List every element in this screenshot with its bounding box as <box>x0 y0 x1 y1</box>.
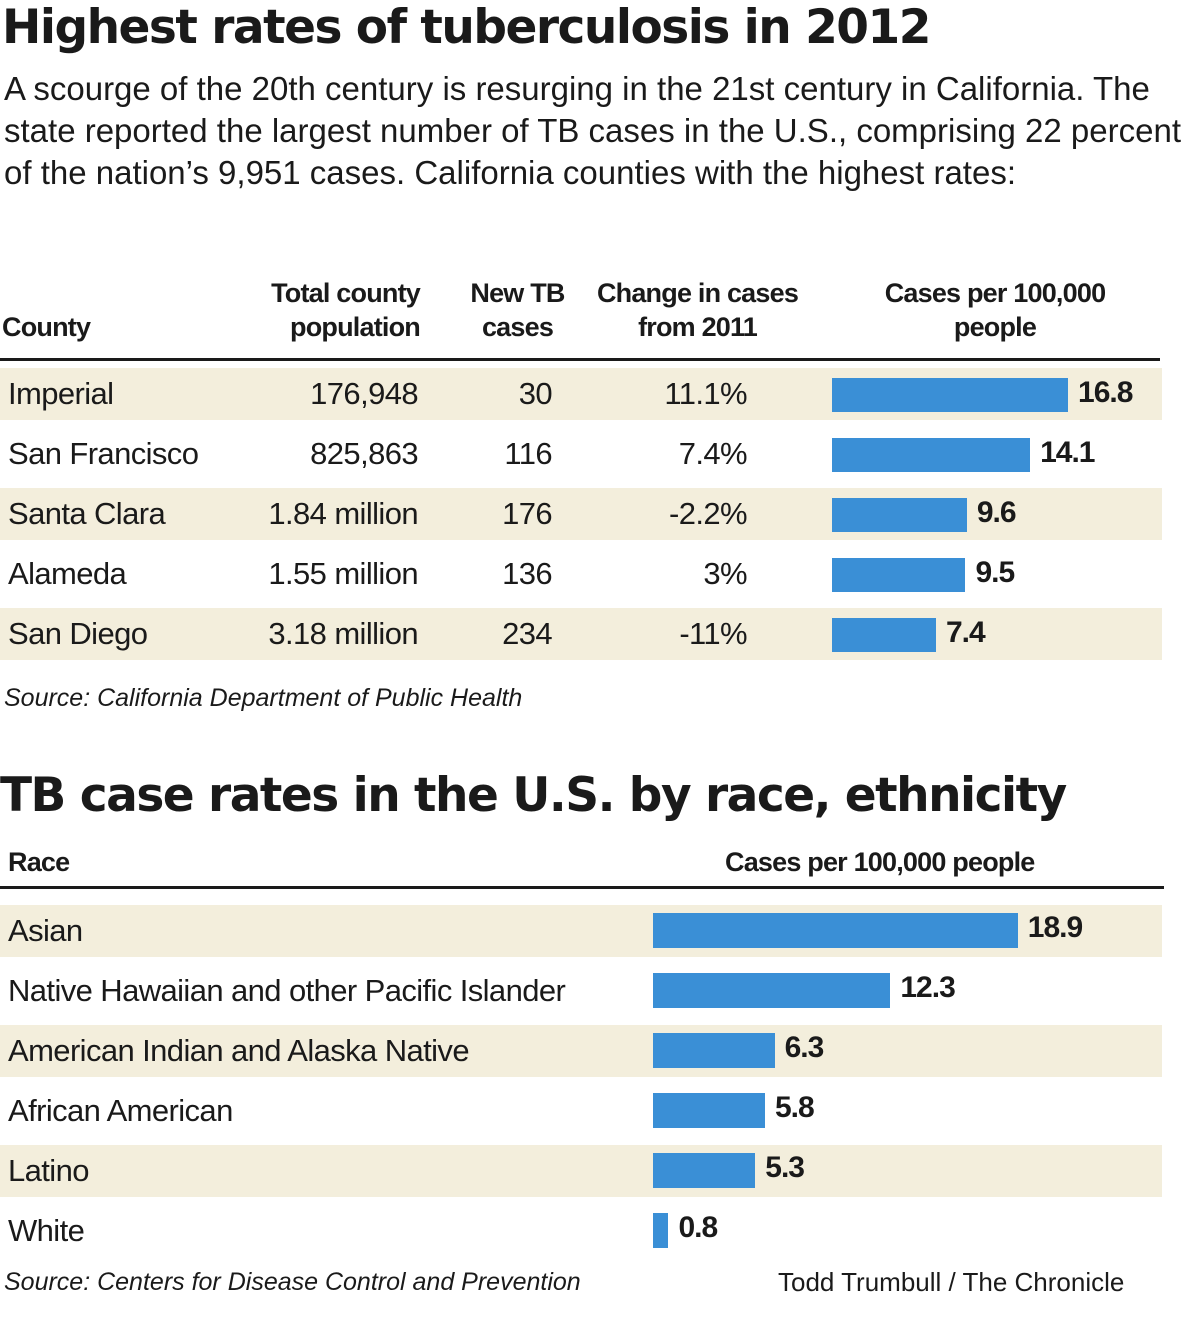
source-2: Source: Centers for Disease Control and … <box>4 1268 581 1296</box>
table-row: Imperial 176,948 30 11.1% 16.8 <box>0 368 1162 420</box>
second-title: TB case rates in the U.S. by race, ethni… <box>0 768 1067 823</box>
county-cell: Alameda <box>8 556 127 591</box>
race-cell: White <box>8 1213 85 1248</box>
table-row: Santa Clara 1.84 million 176 -2.2% 9.6 <box>0 488 1162 540</box>
rate-label: 14.1 <box>1040 436 1095 469</box>
change-cell: 7.4% <box>678 436 748 471</box>
race-bar <box>653 1033 775 1068</box>
race-bar <box>653 973 891 1008</box>
header-population: Total county population <box>271 278 421 342</box>
race-value-label: 5.3 <box>765 1151 805 1184</box>
race-bar <box>653 1213 669 1248</box>
county-cell: San Diego <box>8 616 148 651</box>
intro-text: A scourge of the 20th century is resurgi… <box>4 70 1181 191</box>
header-race-rate: Cases per 100,000 people <box>725 847 1035 877</box>
race-row: Native Hawaiian and other Pacific Island… <box>0 965 1162 1017</box>
race-cell: Asian <box>8 913 83 948</box>
table-row: Alameda 1.55 million 136 3% 9.5 <box>0 548 1162 600</box>
race-cell: American Indian and Alaska Native <box>8 1033 470 1068</box>
race-value-label: 5.8 <box>774 1091 815 1124</box>
new-cases-cell: 234 <box>502 616 553 651</box>
race-value-label: 6.3 <box>784 1031 825 1064</box>
source-1: Source: California Department of Public … <box>4 684 523 712</box>
race-row: American Indian and Alaska Native 6.3 <box>0 1025 1162 1077</box>
rate-bar <box>832 498 967 532</box>
rate-label: 16.8 <box>1078 376 1133 409</box>
table-row: San Francisco 825,863 116 7.4% 14.1 <box>0 428 1162 480</box>
rate-label: 9.6 <box>976 496 1017 529</box>
race-bar <box>653 1093 765 1128</box>
header-new-cases: New TB cases <box>470 278 565 342</box>
header-race: Race <box>8 847 70 877</box>
change-cell: -2.2% <box>669 496 748 531</box>
header-change: Change in cases from 2011 <box>596 278 799 342</box>
population-cell: 1.84 million <box>268 496 418 531</box>
race-cell: Latino <box>8 1153 89 1188</box>
table-row: San Diego 3.18 million 234 -11% 7.4 <box>0 608 1162 660</box>
population-cell: 3.18 million <box>268 616 418 651</box>
race-cell: African American <box>8 1093 233 1128</box>
new-cases-cell: 136 <box>502 556 553 591</box>
county-cell: Santa Clara <box>8 496 166 531</box>
change-cell: 11.1% <box>664 376 747 411</box>
race-value-label: 12.3 <box>900 971 955 1004</box>
rate-bar <box>832 558 966 592</box>
race-bar <box>653 1153 756 1188</box>
header-rate: Cases per 100,000 people <box>884 278 1106 342</box>
race-value-label: 18.9 <box>1027 911 1083 944</box>
race-row: Latino 5.3 <box>0 1145 1162 1197</box>
race-value-label: 0.8 <box>678 1211 718 1244</box>
county-cell: San Francisco <box>8 436 199 471</box>
race-header-rule <box>0 886 1164 889</box>
change-cell: 3% <box>703 556 747 591</box>
rate-label: 7.4 <box>945 616 986 649</box>
header-rule <box>0 358 1160 361</box>
race-row: African American 5.8 <box>0 1085 1162 1137</box>
population-cell: 1.55 million <box>268 556 418 591</box>
main-title: Highest rates of tuberculosis in 2012 <box>2 0 931 55</box>
new-cases-cell: 30 <box>518 376 553 411</box>
rate-label: 9.5 <box>975 556 1015 589</box>
header-county: County <box>2 312 91 342</box>
rate-bar <box>832 618 936 652</box>
race-row: White 0.8 <box>0 1205 1162 1257</box>
rate-bar <box>832 378 1069 412</box>
county-cell: Imperial <box>8 376 114 411</box>
change-cell: -11% <box>679 616 747 651</box>
population-cell: 176,948 <box>310 376 418 411</box>
race-cell: Native Hawaiian and other Pacific Island… <box>8 973 566 1008</box>
rate-bar <box>832 438 1031 472</box>
race-bar <box>653 913 1018 948</box>
race-row: Asian 18.9 <box>0 905 1162 957</box>
population-cell: 825,863 <box>310 436 418 471</box>
new-cases-cell: 176 <box>502 496 553 531</box>
new-cases-cell: 116 <box>504 436 552 471</box>
credit: Todd Trumbull / The Chronicle <box>778 1267 1125 1297</box>
